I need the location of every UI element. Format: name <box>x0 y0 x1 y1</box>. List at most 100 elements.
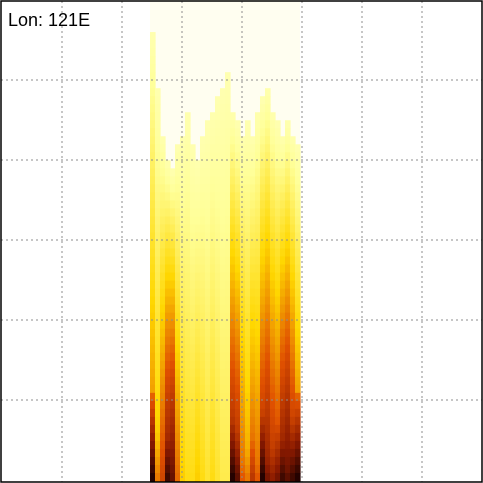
heatmap-cell <box>180 224 186 234</box>
heatmap-cell <box>260 96 266 105</box>
heatmap-cell <box>280 368 286 378</box>
heatmap-cell <box>225 128 231 137</box>
heatmap-cell <box>195 384 201 394</box>
heatmap-cell <box>235 312 241 322</box>
heatmap-cell <box>240 208 246 218</box>
heatmap-cell <box>230 272 236 282</box>
heatmap-cell <box>245 384 251 394</box>
heatmap-cell <box>255 272 261 282</box>
heatmap-cell <box>265 168 271 177</box>
heatmap-cell <box>175 432 181 442</box>
heatmap-cell <box>170 176 176 185</box>
heatmap-cell <box>275 176 281 185</box>
heatmap-cell <box>185 144 191 153</box>
heatmap-cell <box>225 192 231 202</box>
heatmap-cell <box>200 304 206 314</box>
heatmap-cell <box>150 32 156 41</box>
heatmap-cell <box>220 256 226 266</box>
heatmap-cell <box>180 392 186 402</box>
heatmap-cell <box>265 424 271 434</box>
heatmap-cell <box>250 240 256 250</box>
heatmap-cell <box>240 280 246 290</box>
heatmap-cell <box>210 200 216 210</box>
heatmap-cell <box>290 200 296 210</box>
heatmap-cell <box>295 448 301 458</box>
heatmap-cell <box>220 264 226 274</box>
heatmap-cell <box>245 304 251 314</box>
heatmap-cell <box>190 240 196 250</box>
heatmap-cell <box>215 216 221 226</box>
heatmap-cell <box>190 304 196 314</box>
heatmap-cell <box>160 448 166 458</box>
heatmap-cell <box>295 296 301 306</box>
heatmap-cell <box>235 280 241 290</box>
heatmap-cell <box>170 296 176 306</box>
heatmap-cell <box>285 296 291 306</box>
heatmap-cell <box>190 456 196 466</box>
heatmap-cell <box>280 304 286 314</box>
heatmap-cell <box>190 144 196 153</box>
heatmap-cell <box>265 104 271 113</box>
heatmap-cell <box>255 384 261 394</box>
heatmap-cell <box>260 128 266 137</box>
heatmap-cell <box>245 456 251 466</box>
heatmap-cell <box>205 288 211 298</box>
heatmap-cell <box>265 328 271 338</box>
heatmap-cell <box>220 96 226 105</box>
heatmap-cell <box>155 192 161 202</box>
heatmap-cell <box>200 192 206 202</box>
heatmap-cell <box>180 368 186 378</box>
heatmap-cell <box>160 144 166 153</box>
heatmap-cell <box>290 152 296 161</box>
heatmap-cell <box>265 360 271 370</box>
heatmap-cell <box>270 448 276 458</box>
heatmap-cell <box>295 416 301 426</box>
heatmap-cell <box>185 128 191 137</box>
heatmap-cell <box>215 248 221 258</box>
heatmap-cell <box>210 264 216 274</box>
heatmap-cell <box>275 304 281 314</box>
heatmap-cell <box>155 88 161 97</box>
heatmap-cell <box>270 312 276 322</box>
heatmap-cell <box>165 432 171 442</box>
heatmap-cell <box>160 168 166 177</box>
heatmap-cell <box>215 312 221 322</box>
heatmap-cell <box>190 384 196 394</box>
heatmap-cell <box>225 352 231 362</box>
heatmap-cell <box>225 112 231 121</box>
heatmap-cell <box>265 152 271 161</box>
heatmap-cell <box>180 440 186 450</box>
heatmap-cell <box>240 440 246 450</box>
heatmap-cell <box>175 232 181 242</box>
heatmap-cell <box>185 192 191 202</box>
heatmap-cell <box>255 200 261 210</box>
heatmap-cell <box>285 120 291 129</box>
heatmap-cell <box>175 456 181 466</box>
heatmap-cell <box>235 304 241 314</box>
heatmap-cell <box>275 208 281 218</box>
heatmap-cell <box>190 352 196 362</box>
heatmap-cell <box>210 448 216 458</box>
heatmap-cell <box>180 264 186 274</box>
heatmap-cell <box>160 192 166 202</box>
heatmap-cell <box>260 384 266 394</box>
heatmap-cell <box>150 320 156 330</box>
heatmap-cell <box>260 120 266 129</box>
heatmap-cell <box>265 136 271 145</box>
heatmap-cell <box>155 152 161 161</box>
heatmap-cell <box>200 160 206 169</box>
heatmap-cell <box>265 128 271 137</box>
heatmap-cell <box>230 392 236 402</box>
heatmap-cell <box>275 448 281 458</box>
heatmap-cell <box>185 112 191 121</box>
heatmap-cell <box>195 336 201 346</box>
heatmap-cell <box>220 408 226 418</box>
heatmap-cell <box>280 296 286 306</box>
heatmap-cell <box>290 272 296 282</box>
heatmap-cell <box>240 152 246 161</box>
heatmap-cell <box>190 344 196 354</box>
heatmap-cell <box>260 240 266 250</box>
heatmap-cell <box>255 264 261 274</box>
heatmap-cell <box>150 376 156 386</box>
heatmap-cell <box>200 344 206 354</box>
